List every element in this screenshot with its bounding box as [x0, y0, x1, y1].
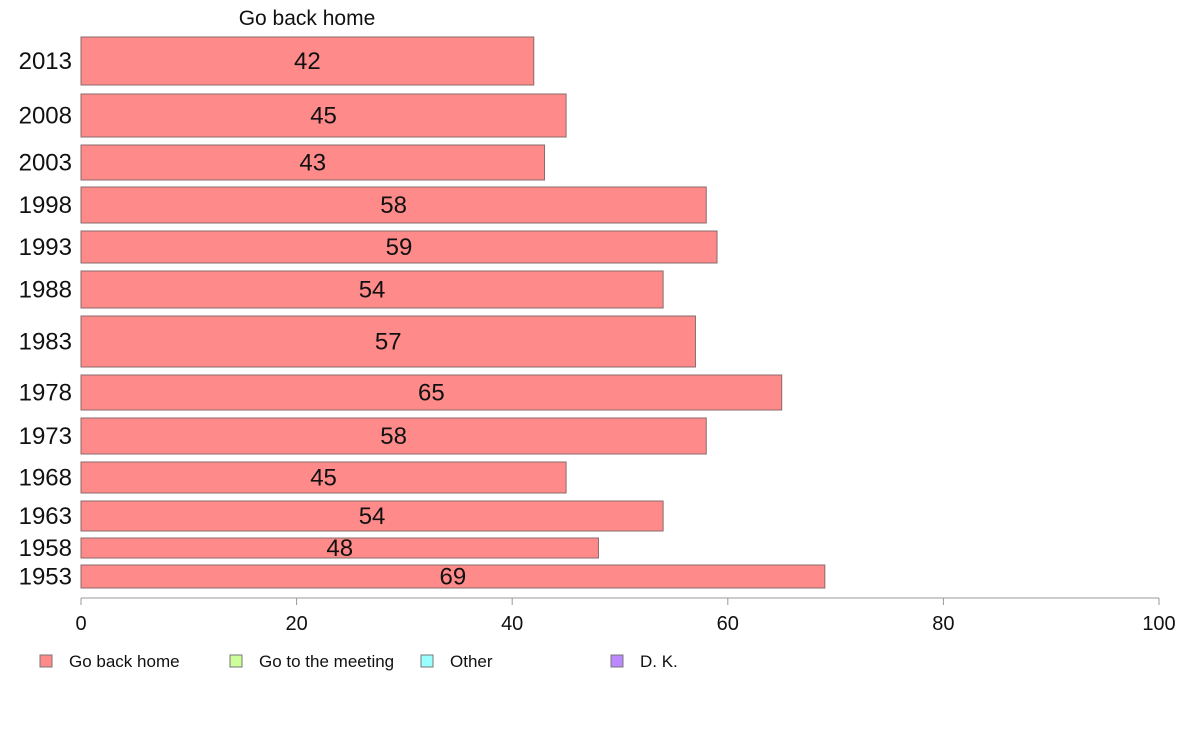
x-tick-label-80: 80 [932, 613, 954, 635]
data-label-1978: 65 [418, 380, 445, 407]
y-tick-label-1973: 1973 [19, 423, 72, 450]
y-tick-label-1988: 1988 [19, 277, 72, 304]
y-tick-label-2003: 2003 [19, 150, 72, 177]
y-tick-label-1998: 1998 [19, 192, 72, 219]
bar-1963 [80, 500, 664, 532]
y-tick-label-2008: 2008 [19, 103, 72, 130]
legend-label-1: Go to the meeting [259, 652, 394, 671]
bar-1978 [80, 374, 783, 411]
y-tick-label-1963: 1963 [19, 503, 72, 530]
bar-1988 [80, 270, 664, 309]
bar-1998 [80, 186, 707, 224]
bar-1973 [80, 417, 707, 455]
legend-swatch-3 [610, 654, 624, 668]
legend-swatch-0 [39, 654, 53, 668]
bar-2013 [80, 36, 535, 86]
legend-swatch-2 [420, 654, 434, 668]
data-label-1988: 54 [359, 277, 386, 304]
data-label-1983: 57 [375, 329, 402, 356]
y-tick-label-2013: 2013 [19, 48, 72, 75]
data-label-1993: 59 [386, 234, 413, 261]
data-label-1973: 58 [380, 423, 407, 450]
legend-label-3: D. K. [640, 652, 678, 671]
data-label-1968: 45 [310, 465, 337, 492]
x-tick-label-60: 60 [717, 613, 739, 635]
bar-1953 [80, 564, 826, 589]
y-tick-label-1978: 1978 [19, 380, 72, 407]
data-label-1953: 69 [440, 564, 467, 591]
legend-swatch-1 [229, 654, 243, 668]
y-tick-label-1958: 1958 [19, 535, 72, 562]
y-tick-label-1968: 1968 [19, 465, 72, 492]
data-label-1998: 58 [380, 192, 407, 219]
data-label-2003: 43 [299, 150, 326, 177]
x-tick-label-0: 0 [75, 613, 86, 635]
bar-1968 [80, 461, 567, 494]
bar-1958 [80, 537, 599, 559]
bars-group: 2013 42 2008 45 2003 43 1998 58 1993 59 1988 54 1983… [19, 36, 826, 591]
bar-2008 [80, 93, 567, 138]
y-tick-label-1993: 1993 [19, 234, 72, 261]
y-tick-label-1953: 1953 [19, 564, 72, 591]
data-label-2008: 45 [310, 103, 337, 130]
legend: Go back home Go to the meeting Other D. K. [39, 652, 678, 671]
bar-1983 [80, 315, 696, 368]
x-tick-label-40: 40 [501, 613, 523, 635]
data-label-2013: 42 [294, 48, 321, 75]
y-tick-label-1983: 1983 [19, 329, 72, 356]
legend-label-2: Other [450, 652, 493, 671]
x-tick-label-100: 100 [1142, 613, 1175, 635]
x-tick-label-20: 20 [285, 613, 307, 635]
bar-1993 [80, 230, 718, 264]
bar-2003 [80, 144, 546, 181]
data-label-1963: 54 [359, 503, 386, 530]
legend-label-0: Go back home [69, 652, 180, 671]
chart-title: Go back home [239, 7, 376, 30]
x-axis: 0 20 40 60 80 100 [75, 597, 1176, 635]
data-label-1958: 48 [326, 535, 353, 562]
